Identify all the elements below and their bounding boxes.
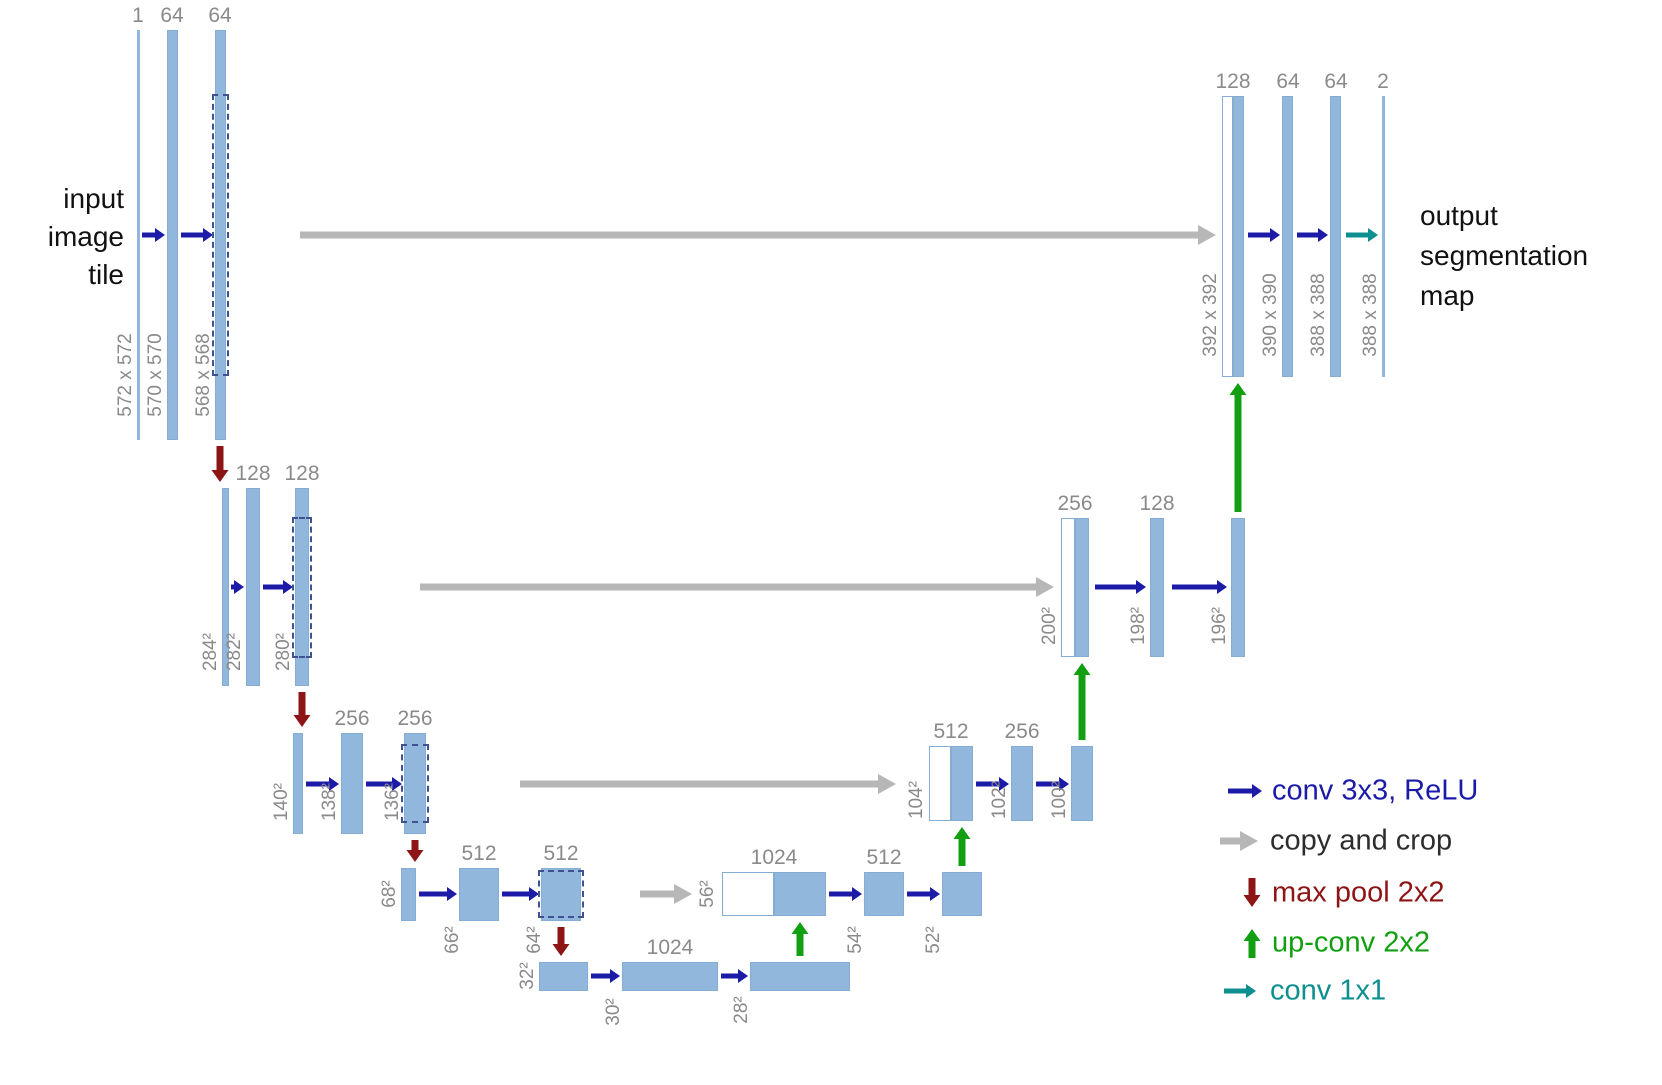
channel-count-label: 128	[235, 462, 271, 485]
feature-map-bar	[404, 733, 426, 834]
feature-map-bar	[222, 488, 229, 686]
feature-map-bar	[401, 868, 416, 921]
feature-map-bar	[1330, 96, 1341, 377]
feature-map-bar	[293, 733, 303, 834]
channel-count-label: 64	[1276, 70, 1300, 93]
channel-count-label: 512	[933, 720, 969, 743]
feature-map-bar	[951, 746, 973, 821]
feature-map-bar	[295, 488, 309, 686]
channel-count-label: 256	[1057, 492, 1093, 515]
legend-label-upconv: up-conv 2x2	[1272, 926, 1430, 959]
feature-map-bar	[167, 30, 178, 440]
feature-map-bar	[246, 488, 260, 686]
feature-map-bar	[750, 962, 850, 991]
feature-map-bar	[1282, 96, 1293, 377]
crop-region-outline	[401, 744, 429, 823]
crop-region-outline	[292, 517, 312, 658]
feature-map-bar	[1071, 746, 1093, 821]
channel-count-label: 64	[1324, 70, 1348, 93]
legend-label-conv1: conv 1x1	[1270, 974, 1387, 1007]
channel-count-label: 64	[208, 4, 232, 27]
single-channel-map-bar	[1382, 96, 1385, 377]
legend-label-copy: copy and crop	[1270, 824, 1453, 857]
feature-map-bar	[1150, 518, 1164, 657]
feature-map-bar	[774, 872, 826, 916]
channel-count-label: 256	[334, 707, 370, 730]
legend-label-conv: conv 3x3, ReLU	[1272, 774, 1479, 807]
crop-region-outline	[212, 94, 229, 376]
input-image-tile-label: input image tile	[47, 183, 124, 290]
feature-map-bar	[459, 868, 499, 921]
feature-map-bar	[1231, 518, 1245, 657]
feature-map-bar	[1011, 746, 1033, 821]
channel-count-label: 2	[1377, 70, 1389, 93]
feature-map-bar	[541, 868, 581, 921]
channel-count-label: 512	[543, 842, 579, 865]
copied-feature-map-bar	[1222, 96, 1233, 377]
legend-label-pool: max pool 2x2	[1272, 876, 1445, 909]
feature-map-bar	[539, 962, 588, 991]
channel-count-label: 1024	[750, 846, 798, 869]
channel-count-label: 1024	[646, 936, 694, 959]
channel-count-label: 64	[160, 4, 184, 27]
channel-count-label: 128	[284, 462, 320, 485]
copied-feature-map-bar	[1061, 518, 1075, 657]
crop-region-outline	[538, 870, 584, 918]
channel-count-label: 256	[1004, 720, 1040, 743]
feature-map-bar	[215, 30, 226, 440]
channel-count-label: 256	[397, 707, 433, 730]
channel-count-label: 128	[1139, 492, 1175, 515]
copied-feature-map-bar	[722, 872, 774, 916]
channel-count-label: 128	[1215, 70, 1251, 93]
single-channel-map-bar	[137, 30, 140, 440]
output-segmentation-map-label: output segmentation map	[1420, 200, 1589, 311]
feature-map-bar	[864, 872, 904, 916]
feature-map-bar	[1233, 96, 1244, 377]
channel-count-label: 512	[461, 842, 497, 865]
channel-count-label: 512	[866, 846, 902, 869]
copied-feature-map-bar	[929, 746, 951, 821]
feature-map-bar	[341, 733, 363, 834]
channel-count-label: 1	[132, 4, 144, 27]
feature-map-bar	[622, 962, 718, 991]
feature-map-bar	[1075, 518, 1089, 657]
feature-map-bar	[942, 872, 982, 916]
